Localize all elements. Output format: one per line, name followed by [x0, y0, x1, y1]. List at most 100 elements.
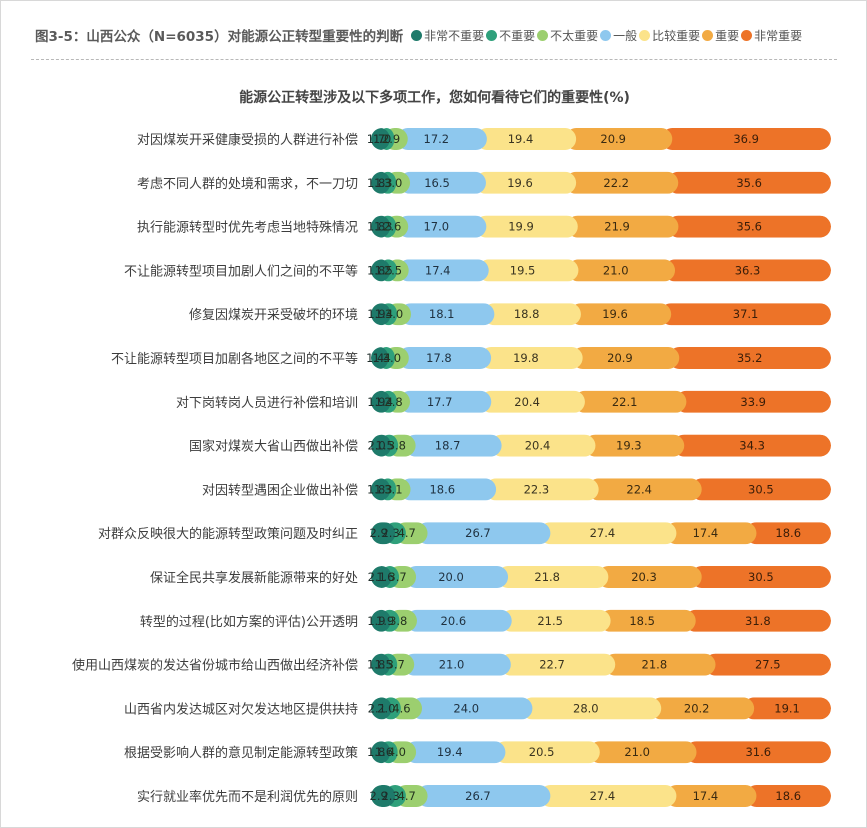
data-label: 3.7 [388, 570, 406, 584]
bar-segment [405, 566, 509, 588]
bar-segment [397, 259, 489, 282]
bar-segment [665, 785, 757, 807]
bar-segment [684, 609, 831, 632]
bar-segment [371, 390, 391, 413]
bar-row [371, 390, 831, 413]
data-label: 22.2 [603, 176, 629, 190]
chart-title: 能源公正转型涉及以下多项工作，您如何看待它们的重要性(%) [239, 90, 630, 106]
bar-segment [485, 478, 599, 501]
data-label: 4.7 [398, 789, 416, 803]
data-label: 27.4 [590, 789, 616, 803]
data-label: 4.0 [388, 745, 406, 759]
data-label: 4.7 [398, 526, 416, 540]
legend-swatch [702, 29, 714, 41]
data-label: 1.3 [374, 482, 392, 496]
legend-swatch [639, 29, 651, 41]
bar-segment [497, 566, 609, 588]
figure-title: 图3-5：山西公众（N=6035）对能源公正转型重要性的判断 [35, 29, 404, 45]
bar-segment [416, 522, 551, 545]
data-label: 3.7 [387, 658, 405, 672]
data-label: 34.3 [739, 439, 765, 453]
data-label: 1.6 [375, 745, 393, 759]
data-label: 4.6 [392, 701, 410, 715]
data-label: 27.4 [590, 526, 616, 540]
legend-item: 非常不重要 [411, 27, 484, 44]
data-label: 1.9 [367, 614, 385, 628]
data-label: 19.8 [513, 351, 539, 365]
bar-segment [483, 303, 581, 326]
bar-segment [660, 303, 831, 326]
bar-segment [567, 259, 676, 282]
bar-row [371, 566, 831, 588]
bar-segment [539, 522, 677, 545]
bar-segment [584, 434, 685, 457]
data-label: 3.0 [385, 307, 403, 321]
bar-segment [667, 215, 831, 238]
bar-segment [371, 522, 396, 545]
data-label: 24.0 [453, 701, 479, 715]
bar-segment [604, 653, 716, 676]
data-label: 21.8 [534, 570, 560, 584]
data-label: 19.4 [508, 132, 534, 146]
bar-segment [566, 215, 679, 238]
legend-label: 不太重要 [550, 28, 599, 43]
category-label: 使用山西煤炭的发达省份城市给山西做出经济补偿 [72, 658, 358, 674]
data-label: 1.8 [367, 745, 385, 759]
legend-label: 比较重要 [652, 28, 701, 43]
bar-row [371, 653, 831, 676]
category-label: 不让能源转型项目加剧人们之间的不平等 [124, 263, 358, 279]
data-label: 1.9 [367, 395, 385, 409]
bar-segment [399, 171, 486, 194]
category-label: 对下岗转岗人员进行补偿和培训 [176, 395, 358, 411]
bar-segment [565, 171, 679, 194]
bar-segment [571, 347, 680, 369]
bar-segment [371, 609, 391, 632]
bar-row [371, 171, 831, 194]
data-label: 30.5 [748, 570, 774, 584]
category-label: 转型的过程(比如方案的评估)公开透明 [140, 614, 358, 630]
bar-row [371, 434, 831, 457]
bar-segment [371, 566, 392, 588]
data-label: 20.4 [514, 395, 540, 409]
data-label: 21.0 [603, 263, 629, 277]
bar-segment [371, 128, 390, 150]
data-label: 26.7 [465, 789, 491, 803]
bar-segment [400, 303, 495, 326]
data-label: 1.4 [366, 351, 384, 365]
data-label: 21.5 [537, 614, 563, 628]
data-label: 17.4 [693, 789, 719, 803]
bar-segment [371, 785, 396, 807]
data-label: 37.1 [733, 307, 759, 321]
legend-item: 重要 [702, 27, 739, 44]
bar-segment [587, 478, 702, 501]
bar-segment [743, 697, 831, 720]
bar-segment [494, 741, 600, 764]
bar-segment [539, 785, 677, 807]
category-label: 考虑不同人群的处境和需求，不一刀切 [137, 176, 358, 192]
legend-label: 非常不重要 [424, 28, 485, 43]
category-label: 执行能源转型时优先考虑当地特殊情况 [137, 221, 358, 236]
bar-segment [690, 566, 831, 588]
data-label: 20.0 [438, 570, 464, 584]
bar-segment [404, 434, 502, 457]
bar-segment [403, 653, 511, 676]
data-label: 20.5 [529, 745, 555, 759]
data-label: 17.8 [426, 351, 452, 365]
data-label: 3.0 [384, 176, 402, 190]
bar-segment [745, 522, 831, 545]
bar-segment [477, 259, 579, 282]
data-label: 2.6 [383, 220, 401, 234]
data-label: 20.6 [441, 614, 467, 628]
data-label: 1.8 [367, 482, 385, 496]
legend-item: 一般 [600, 27, 637, 44]
data-label: 2.1 [368, 701, 386, 715]
data-label: 22.4 [626, 482, 652, 496]
data-label: 2.0 [377, 701, 395, 715]
data-label: 27.5 [755, 658, 781, 672]
data-label: 19.5 [510, 263, 536, 277]
data-label: 1.8 [367, 176, 385, 190]
legend-swatch [537, 29, 549, 41]
data-label: 1.8 [367, 263, 385, 277]
data-label: 20.4 [525, 439, 551, 453]
bar-segment [371, 697, 392, 720]
